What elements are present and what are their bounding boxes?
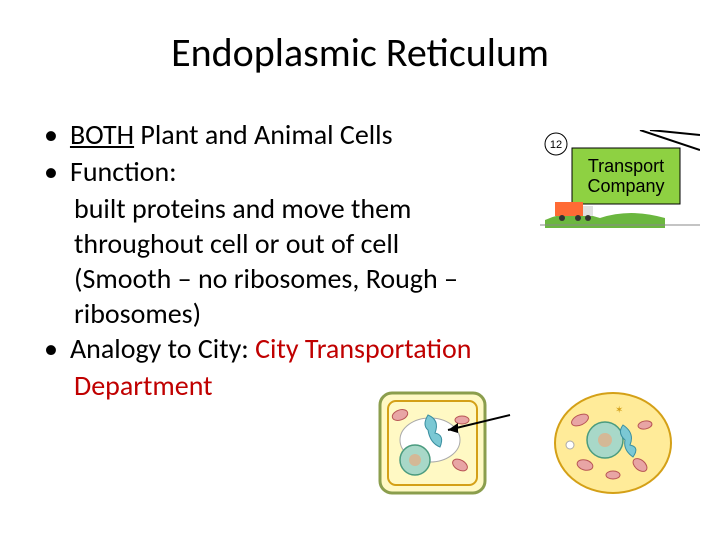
plant-cell-svg — [370, 385, 520, 500]
bullet-3-accent1: City Transportation — [255, 331, 471, 366]
transport-svg: 12 Transport Company — [540, 130, 700, 235]
sign-line2: Company — [587, 176, 664, 196]
slide-container: Endoplasmic Reticulum • BOTH Plant and A… — [0, 0, 720, 540]
bullet-1-emphasis: BOTH — [70, 117, 134, 152]
svg-text:✶: ✶ — [615, 403, 623, 416]
transport-image: 12 Transport Company — [540, 130, 700, 235]
plant-cell-image — [370, 385, 520, 500]
animal-cell-image: ✶ — [545, 385, 680, 500]
bullet-3: • Analogy to City: City Transportation — [40, 331, 690, 366]
bullet-2-line4: ribosomes) — [40, 296, 690, 331]
bullet-marker: • — [44, 117, 58, 152]
animal-cell-svg: ✶ — [545, 385, 680, 500]
bullet-1-rest: Plant and Animal Cells — [134, 117, 393, 152]
bullet-3-text: Analogy to City: City Transportation — [70, 331, 690, 366]
callout-label: 12 — [550, 139, 562, 151]
bullet-marker: • — [44, 154, 58, 189]
bullet-2-line3: (Smooth – no ribosomes, Rough – — [40, 261, 690, 296]
bullet-3-prefix: Analogy to City: — [70, 331, 255, 366]
slide-title: Endoplasmic Reticulum — [30, 28, 690, 77]
bullet-marker: • — [44, 331, 58, 366]
sign-line1: Transport — [588, 156, 664, 176]
